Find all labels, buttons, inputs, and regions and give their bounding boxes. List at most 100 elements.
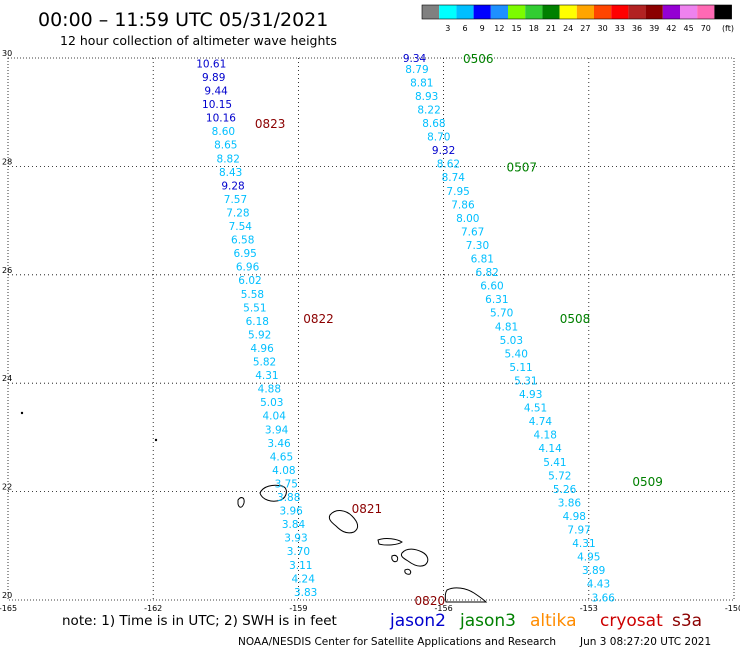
- legend-swatch: [439, 5, 457, 19]
- swh-value: 6.31: [485, 294, 508, 306]
- swh-value: 4.43: [587, 579, 610, 591]
- plot-frame: [7, 57, 735, 601]
- necker-islet: [154, 438, 158, 442]
- legend-swatch: [576, 5, 594, 19]
- legend-tick-label: 12: [494, 24, 504, 33]
- swh-value: 7.67: [461, 226, 484, 238]
- generated-timestamp: Jun 3 08:27:20 UTC 2021: [579, 636, 711, 648]
- swh-value: 8.82: [217, 153, 240, 165]
- swh-value: 7.97: [567, 525, 590, 537]
- swh-value: 4.18: [534, 430, 557, 442]
- pass-time-label: 0506: [463, 52, 494, 66]
- swh-value: 4.04: [263, 411, 287, 423]
- swh-value: 8.70: [427, 132, 450, 144]
- swh-value: 3.75: [275, 478, 298, 490]
- swh-value: 5.92: [248, 329, 271, 341]
- swh-value: 4.65: [270, 451, 293, 463]
- legend-tick-label: 39: [649, 24, 659, 33]
- pass-time-label: 0509: [632, 475, 663, 489]
- legend-tick-label: 27: [580, 24, 590, 33]
- swh-value: 5.72: [548, 470, 571, 482]
- legend-swatch: [594, 5, 612, 19]
- satellite-tracks: 10.619.899.4410.1510.168.608.658.828.439…: [196, 53, 615, 604]
- oahu-island: [328, 510, 359, 534]
- legend-tick-label: 45: [684, 24, 694, 33]
- legend-swatch: [680, 5, 698, 19]
- swh-value: 6.81: [471, 254, 494, 266]
- hawaii-coastlines: [20, 411, 488, 603]
- legend-tick-label: 36: [632, 24, 642, 33]
- swh-value: 10.16: [206, 113, 236, 125]
- swh-value: 7.28: [226, 207, 249, 219]
- satellite-name-jason2: jason2: [389, 611, 446, 631]
- legend-tick-label: 33: [615, 24, 625, 33]
- units-note: note: 1) Time is in UTC; 2) SWH is in fe…: [62, 613, 337, 629]
- legend-swatch: [473, 5, 491, 19]
- swh-value: 6.82: [475, 267, 498, 279]
- legend-swatch: [559, 5, 577, 19]
- molokai-island: [377, 538, 403, 546]
- legend-swatch: [456, 5, 474, 19]
- swh-value: 6.02: [238, 275, 261, 287]
- swh-value: 8.60: [212, 126, 235, 138]
- legend-swatch: [662, 5, 680, 19]
- satellite-name-cryosat: cryosat: [600, 611, 663, 631]
- satellite-legend: jason2 jason3 altika cryosat s3a: [389, 611, 702, 631]
- swh-value: 8.79: [405, 64, 428, 76]
- swh-value: 3.46: [267, 438, 291, 450]
- map-plot-area: -165 -162 -159 -156 -153 -150 30 28 26 24 22 20 10.…: [0, 49, 740, 613]
- swh-value: 5.26: [553, 484, 577, 496]
- pass-time-label: 0508: [560, 312, 591, 326]
- pass-time-label: 0822: [303, 312, 334, 326]
- swh-value: 8.62: [437, 159, 460, 171]
- jason3-track: 9.348.798.81 8.938.22 8.68 8.709.32 8.628.74…: [403, 53, 615, 604]
- y-tick-label: 24: [2, 374, 12, 383]
- legend-frame: [421, 4, 732, 20]
- swh-value: 4.96: [250, 343, 274, 355]
- legend-swatch: [611, 5, 629, 19]
- y-tick-label: 30: [2, 49, 12, 58]
- swh-value: 5.31: [514, 375, 537, 387]
- kahoolawe-island: [404, 568, 412, 575]
- swh-value: 8.22: [417, 104, 440, 116]
- legend-tick-label: 30: [598, 24, 608, 33]
- swh-value: 4.95: [577, 552, 600, 564]
- swh-value: 7.57: [224, 194, 247, 206]
- swh-value: 7.86: [451, 199, 475, 211]
- swh-value: 6.58: [231, 235, 254, 247]
- satellite-name-jason3: jason3: [459, 611, 516, 631]
- swh-value: 4.14: [538, 443, 562, 455]
- x-tick-label: -159: [289, 604, 307, 613]
- legend-tick-label: 3: [445, 24, 450, 33]
- x-tick-label: -165: [0, 604, 17, 613]
- swh-value: 5.58: [241, 289, 264, 301]
- swh-value: 6.60: [480, 281, 503, 293]
- lanai-island: [391, 554, 399, 563]
- swh-value: 4.08: [272, 465, 295, 477]
- swh-value: 5.70: [490, 308, 513, 320]
- legend-tick-label: 6: [462, 24, 467, 33]
- x-tick-label: -150: [725, 604, 740, 613]
- swh-value: 8.68: [422, 118, 445, 130]
- legend-swatch: [422, 5, 440, 19]
- swh-value: 3.96: [279, 506, 303, 518]
- axis-tick-labels: -165 -162 -159 -156 -153 -150 30 28 26 24 22 20: [0, 49, 740, 613]
- pass-time-label: 0823: [255, 117, 286, 131]
- swh-value: 3.88: [277, 492, 300, 504]
- swh-value: 7.30: [466, 240, 489, 252]
- swh-value: 8.93: [415, 91, 438, 103]
- x-tick-label: -162: [144, 604, 162, 613]
- credit-text: NOAA/NESDIS Center for Satellite Applica…: [238, 636, 556, 648]
- swh-value: 4.24: [292, 573, 316, 585]
- legend-tick-label: 24: [563, 24, 573, 33]
- swh-value: 4.31: [255, 370, 278, 382]
- legend-tick-label: 18: [529, 24, 539, 33]
- map-subtitle: 12 hour collection of altimeter wave hei…: [60, 33, 337, 48]
- pass-time-label: 0820: [415, 594, 446, 608]
- swh-value: 5.40: [505, 348, 528, 360]
- big-island: [444, 587, 488, 603]
- swh-value: 5.11: [509, 362, 532, 374]
- swh-value: 6.18: [246, 316, 269, 328]
